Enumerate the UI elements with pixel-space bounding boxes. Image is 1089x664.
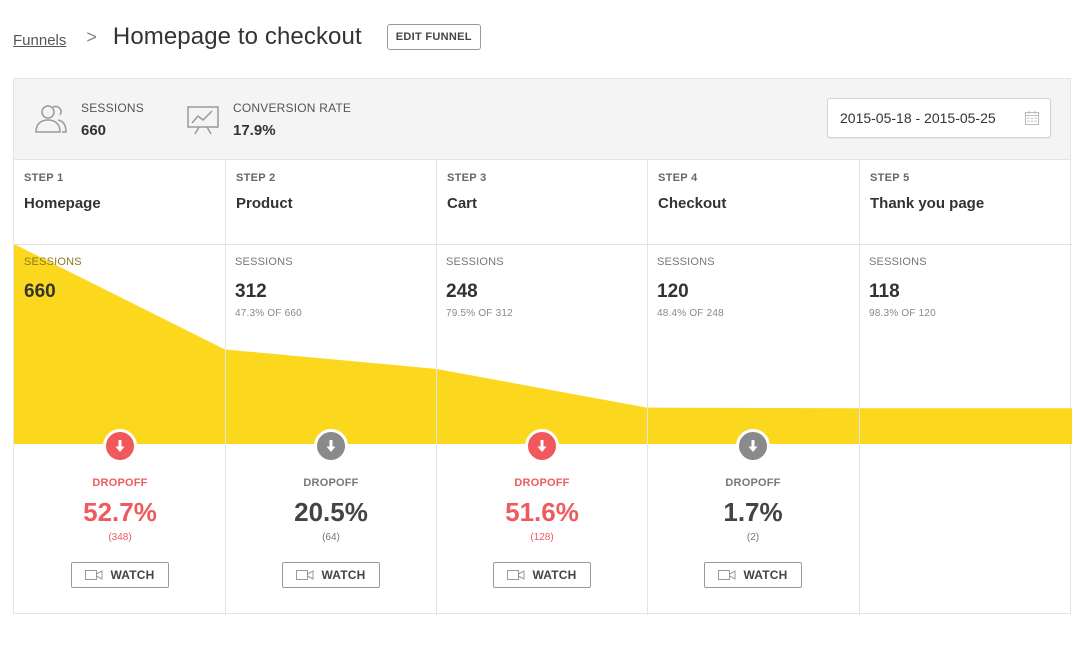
step-header-4[interactable]: STEP 4 Checkout (648, 160, 859, 245)
dropoff-1-percent: 52.7% (83, 497, 157, 527)
step-column-3: STEP 3 Cart (436, 160, 647, 615)
step-4-sessions-ratio: 48.4% OF 248 (657, 308, 724, 319)
video-camera-icon (718, 570, 736, 580)
dropoff-2-label: DROPOFF (303, 477, 359, 489)
watch-button-label: WATCH (743, 568, 788, 582)
watch-button-2[interactable]: WATCH (282, 562, 380, 588)
calendar-icon (1025, 111, 1039, 125)
presentation-chart-icon (187, 106, 219, 135)
dropoff-3-percent: 51.6% (505, 497, 579, 527)
dropoff-4-percent: 1.7% (723, 497, 783, 527)
step-1-sessions-value: 660 (24, 281, 56, 302)
video-camera-icon (296, 570, 314, 580)
step-5-sessions-label: SESSIONS (869, 256, 927, 268)
step-header-1[interactable]: STEP 1 Homepage (14, 160, 225, 245)
watch-button-label: WATCH (110, 568, 155, 582)
step-header-5[interactable]: STEP 5 Thank you page (860, 160, 1072, 245)
arrow-down-icon (326, 440, 336, 452)
users-icon (35, 105, 67, 133)
watch-button-3[interactable]: WATCH (493, 562, 591, 588)
step-1-sessions-label: SESSIONS (24, 256, 82, 268)
step-name: Thank you page (870, 195, 985, 212)
sessions-stat-label: SESSIONS (81, 101, 144, 115)
sessions-stat-value: 660 (81, 122, 107, 139)
arrow-down-icon (537, 440, 547, 452)
dropoff-2-percent: 20.5% (294, 497, 368, 527)
step-3-sessions-ratio: 79.5% OF 312 (446, 308, 513, 319)
arrow-down-icon (748, 440, 758, 452)
step-column-1: STEP 1 Homepage (14, 160, 225, 615)
step-3-sessions-value: 248 (446, 281, 478, 302)
breadcrumb-separator: > (86, 26, 97, 47)
step-4-sessions-value: 120 (657, 281, 689, 302)
step-5-sessions-value: 118 (869, 281, 900, 302)
watch-button-label: WATCH (321, 568, 366, 582)
watch-button-4[interactable]: WATCH (704, 562, 802, 588)
step-number: STEP 3 (447, 172, 487, 184)
video-camera-icon (507, 570, 525, 580)
step-name: Product (236, 195, 293, 212)
step-2-sessions-ratio: 47.3% OF 660 (235, 308, 302, 319)
step-name: Checkout (658, 195, 727, 212)
stats-bar: SESSIONS 660 CONVERSION RATE 17.9% 2015-… (14, 79, 1070, 160)
step-number: STEP 4 (658, 172, 698, 184)
step-name: Cart (447, 195, 478, 212)
video-camera-icon (85, 570, 103, 580)
step-number: STEP 1 (24, 172, 64, 184)
dropoff-1-indicator (103, 429, 137, 463)
page-header: Funnels > Homepage to checkout EDIT FUNN… (13, 20, 481, 54)
dropoff-4-count: (2) (746, 532, 760, 543)
page-title: Homepage to checkout (112, 23, 362, 50)
dropoff-1-label: DROPOFF (92, 477, 148, 489)
dropoff-4-indicator (736, 429, 770, 463)
step-header-3[interactable]: STEP 3 Cart (437, 160, 647, 245)
dropoff-4-label: DROPOFF (725, 477, 781, 489)
step-number: STEP 2 (236, 172, 276, 184)
step-column-4: STEP 4 Checkout (647, 160, 859, 615)
step-number: STEP 5 (870, 172, 910, 184)
dropoff-2-count: (64) (322, 532, 340, 543)
arrow-down-icon (115, 440, 125, 452)
breadcrumb-funnels-link[interactable]: Funnels (13, 31, 67, 49)
step-2-sessions-label: SESSIONS (235, 256, 293, 268)
step-column-2: STEP 2 Product (225, 160, 436, 615)
dropoff-3-label: DROPOFF (514, 477, 570, 489)
conversion-rate-label: CONVERSION RATE (233, 101, 352, 115)
step-column-5: STEP 5 Thank you page (859, 160, 1072, 615)
funnel-area-chart (14, 244, 1072, 444)
watch-button-1[interactable]: WATCH (71, 562, 169, 588)
step-header-2[interactable]: STEP 2 Product (226, 160, 436, 245)
funnel-area-fill (14, 244, 1072, 444)
step-name: Homepage (24, 195, 101, 212)
funnel-panel: SESSIONS 660 CONVERSION RATE 17.9% 2015-… (13, 78, 1072, 615)
date-range-picker[interactable]: 2015-05-18 - 2015-05-25 (827, 98, 1051, 138)
conversion-rate-value: 17.9% (233, 122, 276, 139)
dropoff-1-count: (348) (108, 532, 132, 543)
dropoff-3-indicator (525, 429, 559, 463)
step-5-sessions-ratio: 98.3% OF 120 (869, 308, 936, 319)
step-3-sessions-label: SESSIONS (446, 256, 504, 268)
dropoff-3-count: (128) (530, 532, 554, 543)
step-4-sessions-label: SESSIONS (657, 256, 715, 268)
step-2-sessions-value: 312 (235, 281, 267, 302)
watch-button-label: WATCH (532, 568, 577, 582)
dropoff-2-indicator (314, 429, 348, 463)
edit-funnel-button[interactable]: EDIT FUNNEL (386, 24, 481, 50)
date-range-value: 2015-05-18 - 2015-05-25 (840, 110, 996, 126)
